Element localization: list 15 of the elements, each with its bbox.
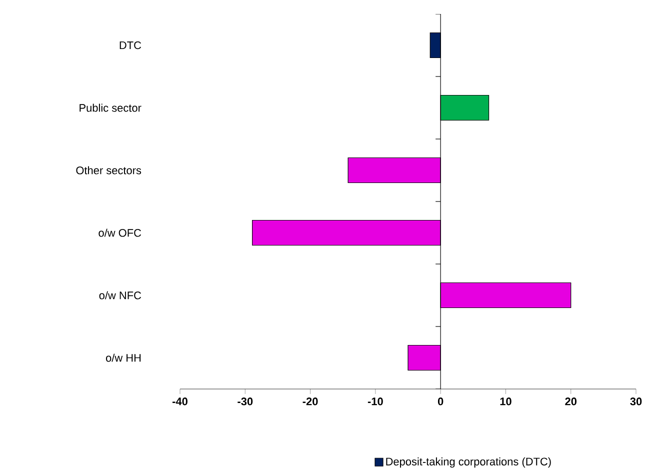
- x-tick-label: 20: [565, 398, 576, 406]
- x-tick-label: 10: [500, 398, 512, 406]
- y-tick-label: o/w NFC: [99, 291, 142, 300]
- x-tick-label: 0: [438, 398, 444, 406]
- x-tick-label: 30: [630, 398, 642, 406]
- y-tick-label: DTC: [120, 41, 142, 50]
- x-tick-label: -20: [302, 398, 318, 406]
- x-tick-label: -10: [368, 398, 383, 406]
- legend-label: Deposit-taking corporations (DTC): [386, 457, 551, 468]
- y-tick-label: Other sectors: [76, 166, 142, 174]
- y-tick-label: Public sector: [80, 104, 142, 112]
- x-tick-label: -30: [238, 398, 253, 406]
- y-tick-label: o/w OFC: [98, 228, 142, 237]
- x-tick-label: -40: [172, 398, 188, 406]
- y-tick-label: o/w HH: [106, 354, 141, 362]
